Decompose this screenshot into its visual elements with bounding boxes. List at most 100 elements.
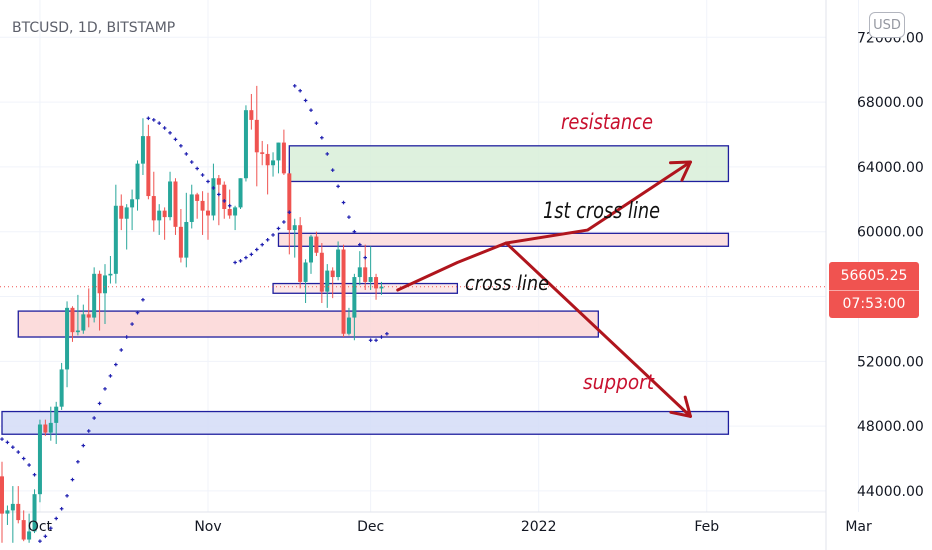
last-price-tag: 56605.25 07:53:00	[829, 262, 919, 318]
candle-body	[227, 209, 232, 216]
candle-body	[346, 317, 351, 334]
candle-body	[363, 267, 368, 282]
candle-body	[168, 181, 173, 218]
label-resistance: resistance	[561, 110, 653, 134]
candle-body	[86, 314, 91, 318]
candle-body	[151, 196, 156, 221]
y-tick-label: 68000.00	[857, 95, 924, 111]
candle-body	[0, 476, 4, 514]
y-tick-label: 44000.00	[857, 484, 924, 500]
candle-body	[54, 406, 59, 423]
axes: 44000.00 48000.00 52000.00 60000.00 64000.00…	[28, 30, 924, 535]
label-cross-line: cross line	[465, 271, 549, 295]
candle-body	[146, 136, 151, 197]
candle-body	[92, 273, 97, 318]
first-cross-zone	[277, 232, 730, 247]
candle-body	[249, 110, 254, 120]
candle-body	[254, 119, 259, 153]
candle-body	[276, 142, 281, 161]
candle-body	[319, 252, 324, 292]
candle-body	[37, 424, 42, 495]
x-tick-label: Dec	[357, 519, 384, 535]
candle-body	[59, 369, 64, 407]
y-tick-label: 48000.00	[857, 419, 924, 435]
candle-body	[265, 153, 270, 166]
candle-body	[103, 275, 107, 294]
candle-body	[97, 273, 102, 294]
candle-body	[352, 277, 357, 318]
candle-body	[173, 181, 178, 227]
y-tick-label: 52000.00	[857, 354, 924, 370]
arrows	[396, 160, 692, 418]
candle-body	[330, 270, 335, 278]
candle-body	[309, 236, 313, 263]
candle-body	[222, 184, 227, 210]
candle-body	[43, 424, 48, 433]
currency-button[interactable]: USD	[869, 12, 905, 38]
candle-body	[200, 200, 205, 211]
lower-zone	[17, 310, 599, 338]
arrow-down	[504, 241, 692, 418]
candle-body	[130, 199, 135, 208]
candle-body	[314, 236, 319, 253]
candle-body	[27, 531, 32, 540]
candle-body	[260, 152, 265, 154]
y-tick-label: 64000.00	[857, 160, 924, 176]
candle-body	[184, 221, 189, 258]
candle-body	[379, 286, 384, 289]
candle-body	[238, 178, 243, 208]
candle-body	[48, 422, 53, 433]
candle-body	[216, 178, 221, 185]
candle-body	[178, 226, 183, 258]
candle-body	[10, 503, 15, 511]
x-tick-label: 2022	[521, 519, 557, 535]
candle-body	[368, 277, 373, 282]
candle-body	[65, 307, 70, 370]
candle-body	[357, 267, 362, 278]
last-price-value: 56605.25	[840, 268, 908, 284]
zones	[1, 145, 730, 435]
candle-body	[298, 225, 303, 282]
label-support: support	[583, 370, 655, 394]
x-tick-label: Mar	[845, 519, 872, 535]
candle-body	[5, 510, 10, 514]
support-zone	[1, 410, 730, 435]
candle-body	[374, 277, 379, 289]
candle-body	[287, 173, 292, 231]
resistance-zone	[288, 145, 730, 183]
candle-body	[189, 194, 194, 222]
arrow-down-head	[669, 395, 692, 418]
candle-body	[243, 110, 248, 179]
candle-body	[162, 210, 167, 218]
candle-body	[16, 503, 21, 521]
arrow-up-head	[668, 160, 692, 182]
candle-body	[233, 207, 238, 216]
candle-body	[124, 207, 129, 219]
candle-body	[206, 210, 210, 216]
symbol-title: BTCUSD, 1D, BITSTAMP	[12, 20, 176, 36]
candle-body	[157, 210, 162, 221]
candle-body	[271, 160, 276, 166]
candle-body	[32, 494, 37, 532]
x-tick-label: Feb	[694, 519, 719, 535]
candle-body	[135, 163, 140, 200]
candle-body	[119, 205, 124, 219]
bar-countdown: 07:53:00	[842, 296, 906, 312]
candle-body	[21, 520, 26, 540]
x-tick-label: Oct	[28, 519, 53, 535]
candle-body	[75, 330, 80, 333]
y-tick-label: 60000.00	[857, 225, 924, 241]
candle-body	[195, 194, 200, 201]
candle-body	[108, 273, 113, 276]
price-tag-divider	[829, 290, 919, 291]
candle-body	[70, 307, 75, 333]
candle-body	[325, 270, 330, 292]
candle-body	[281, 142, 286, 174]
candle-body	[211, 178, 216, 216]
candle-body	[140, 136, 145, 164]
annotation-labels: resistance 1st cross line cross line sup…	[465, 110, 660, 394]
candles	[0, 85, 384, 543]
label-first-cross-line: 1st cross line	[543, 199, 660, 224]
